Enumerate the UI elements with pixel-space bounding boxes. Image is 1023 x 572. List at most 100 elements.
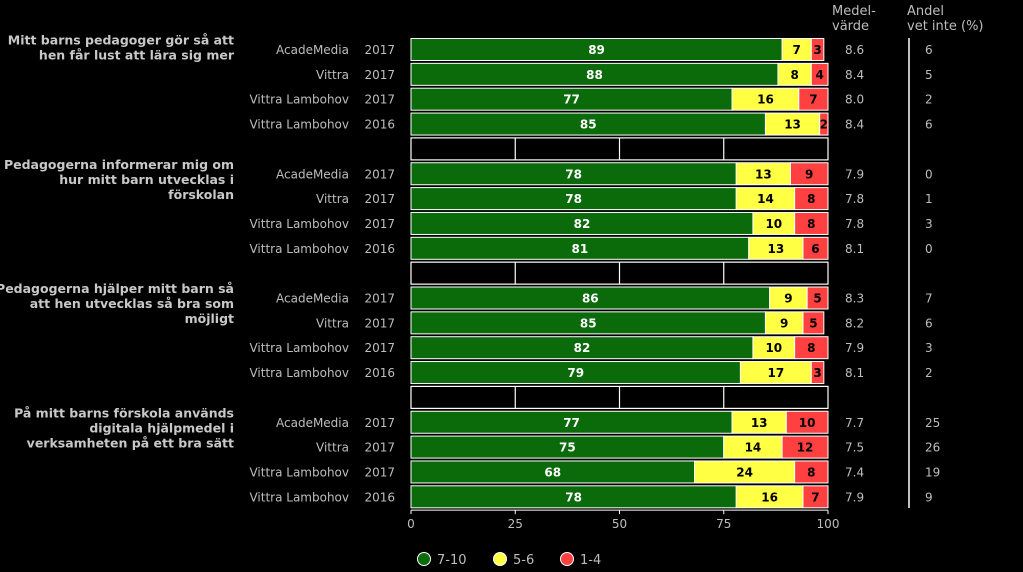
legend-label: 5-6: [513, 553, 534, 568]
bar-data-label: 77: [563, 93, 580, 107]
x-tick-label: 25: [508, 517, 523, 531]
dontknow-value: 3: [925, 217, 933, 231]
mean-value: 8.3: [845, 292, 864, 306]
bar-data-label: 7: [793, 43, 801, 57]
row-year: 2017: [364, 167, 395, 181]
bar-data-label: 13: [755, 167, 772, 181]
bar-segment-1-4: [819, 112, 829, 136]
mean-value: 7.5: [845, 441, 864, 455]
bar-data-label: 8: [807, 192, 815, 206]
mean-value: 7.7: [845, 416, 864, 430]
bar-segment-1-4: [802, 236, 829, 260]
bar-data-label: 16: [761, 490, 778, 504]
bar-data-label: 9: [780, 316, 788, 330]
bar-data-label: 7: [811, 490, 819, 504]
bar-data-label: 85: [580, 118, 597, 132]
bar-segment-1-4: [810, 38, 825, 61]
bar-data-label: 82: [574, 341, 591, 355]
bar-data-label: 8: [807, 217, 815, 231]
question-label: Pedagogerna hjälper mitt barn så att hen …: [0, 281, 234, 326]
bar-segment-1-4: [794, 460, 829, 484]
bar-data-label: 14: [745, 441, 762, 455]
dontknow-value: 9: [925, 490, 933, 504]
bar-data-label: 16: [757, 93, 774, 107]
row-year: 2016: [364, 490, 395, 504]
row-year: 2016: [364, 242, 395, 256]
bar-data-label: 85: [580, 316, 597, 330]
bar-data-label: 82: [574, 217, 591, 231]
bar-segment-1-4: [802, 311, 825, 335]
bar-data-label: 2: [820, 118, 828, 132]
bar-segment-1-4: [781, 435, 829, 459]
bar-data-label: 86: [582, 292, 599, 306]
bar-data-label: 68: [544, 465, 561, 479]
row-year: 2017: [364, 292, 395, 306]
dontknow-value: 2: [925, 366, 933, 380]
dontknow-value: 3: [925, 341, 933, 355]
row-label: AcadeMedia: [276, 167, 349, 181]
bar-data-label: 8: [790, 68, 798, 82]
row-year: 2016: [364, 118, 395, 132]
dontknow-value: 26: [925, 441, 940, 455]
bar-data-label: 79: [567, 366, 584, 380]
bar-data-label: 10: [799, 416, 816, 430]
question-label: Pedagogerna informerar mig om hur mitt ba…: [4, 157, 234, 202]
row-label: Vittra: [316, 441, 349, 455]
dontknow-value: 6: [925, 118, 933, 132]
row-year: 2016: [364, 366, 395, 380]
dontknow-value: 0: [925, 167, 933, 181]
bar-data-label: 5: [813, 292, 821, 306]
x-tick-label: 100: [817, 517, 840, 531]
mean-value: 7.9: [845, 341, 864, 355]
bar-data-label: 24: [736, 465, 753, 479]
row-label: AcadeMedia: [276, 416, 349, 430]
dontknow-value: 25: [925, 416, 940, 430]
dontknow-value: 2: [925, 93, 933, 107]
row-label: Vittra: [316, 192, 349, 206]
row-label: Vittra Lambohov: [249, 118, 349, 132]
bar-data-label: 10: [765, 217, 782, 231]
x-axis: 0 25 50 75 100: [407, 509, 840, 531]
bar-segment-1-4: [794, 187, 829, 211]
bar-data-label: 5: [809, 316, 817, 330]
dontknow-value: 7: [925, 292, 933, 306]
legend-label: 1-4: [580, 553, 601, 568]
bar-segment-1-4: [785, 410, 829, 434]
bar-data-label: 4: [815, 68, 823, 82]
mean-value: 7.9: [845, 167, 864, 181]
dontknow-value: 6: [925, 43, 933, 57]
row-label: Vittra Lambohov: [249, 217, 349, 231]
bar-data-label: 8: [807, 341, 815, 355]
question-label: Mitt barns pedagoger gör så att hen får l…: [8, 33, 235, 63]
mean-value: 8.6: [845, 43, 864, 57]
bar-segment-1-4: [798, 87, 829, 111]
bar-segment-1-4: [789, 162, 829, 186]
row-year: 2017: [364, 217, 395, 231]
bar-data-label: 78: [565, 192, 582, 206]
mean-value: 8.0: [845, 93, 864, 107]
row-year: 2017: [364, 465, 395, 479]
mean-value: 8.4: [845, 118, 864, 132]
bar-segment-1-4: [802, 485, 829, 509]
bar-data-label: 75: [559, 441, 576, 455]
bar-data-label: 13: [751, 416, 768, 430]
row-year: 2017: [364, 93, 395, 107]
mean-value: 8.4: [845, 68, 864, 82]
row-year: 2017: [364, 316, 395, 330]
bar-data-label: 8: [807, 465, 815, 479]
legend-swatch: [560, 552, 574, 566]
legend-swatch: [493, 552, 507, 566]
dontknow-value: 1: [925, 192, 933, 206]
row-year: 2017: [364, 416, 395, 430]
row-year: 2017: [364, 341, 395, 355]
row-label: Vittra Lambohov: [249, 242, 349, 256]
x-tick-label: 0: [407, 517, 415, 531]
row-label: Vittra: [316, 68, 349, 82]
row-label: Vittra Lambohov: [249, 341, 349, 355]
bar-data-label: 89: [588, 43, 605, 57]
bar-segment-1-4: [810, 361, 825, 385]
row-label: Vittra Lambohov: [249, 366, 349, 380]
plot-area: Mitt barns pedagoger gör så att hen får l…: [0, 33, 940, 509]
bar-data-label: 13: [768, 242, 785, 256]
row-label: Vittra Lambohov: [249, 490, 349, 504]
